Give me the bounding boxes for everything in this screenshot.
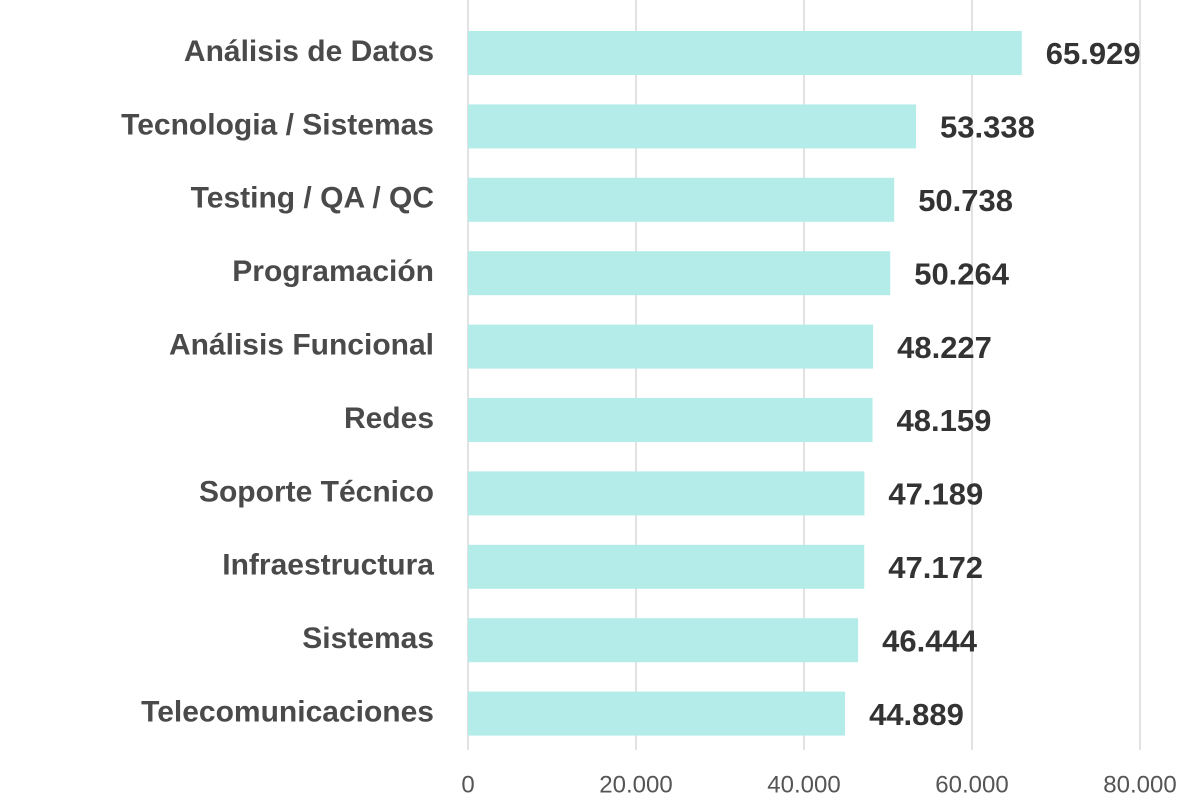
value-label: 46.444 <box>882 623 978 658</box>
x-tick-label: 80.000 <box>1103 771 1176 798</box>
value-label: 47.172 <box>888 550 983 585</box>
x-tick-label: 60.000 <box>935 771 1008 798</box>
x-tick-label: 0 <box>461 771 474 798</box>
bar <box>468 324 874 369</box>
y-tick-label: Testing / QA / QC <box>191 182 434 215</box>
value-label: 50.738 <box>918 183 1013 218</box>
y-tick-label: Redes <box>344 402 434 435</box>
bar <box>468 104 917 149</box>
value-label: 44.889 <box>869 697 964 732</box>
bar <box>468 618 859 663</box>
value-label: 50.264 <box>914 256 1010 291</box>
x-tick-label: 20.000 <box>599 771 672 798</box>
y-tick-label: Telecomunicaciones <box>141 696 434 729</box>
y-tick-label: Sistemas <box>302 622 434 655</box>
bar <box>468 691 846 736</box>
bar <box>468 31 1022 75</box>
bar <box>468 471 865 516</box>
value-label: 47.189 <box>888 477 983 512</box>
bar <box>468 398 873 442</box>
y-tick-label: Infraestructura <box>222 549 434 582</box>
x-tick-label: 40.000 <box>767 771 840 798</box>
y-tick-label: Análisis de Datos <box>184 35 434 68</box>
y-tick-label: Soporte Técnico <box>199 475 434 508</box>
value-label: 53.338 <box>940 110 1035 145</box>
y-tick-label: Programación <box>232 255 434 288</box>
value-label: 48.159 <box>897 403 992 438</box>
y-tick-label: Tecnologia / Sistemas <box>121 108 434 141</box>
value-label: 48.227 <box>897 330 992 365</box>
bar <box>468 544 865 589</box>
value-label: 65.929 <box>1046 36 1141 71</box>
y-tick-label: Análisis Funcional <box>169 329 434 362</box>
bar <box>468 251 891 296</box>
bar <box>468 177 895 222</box>
